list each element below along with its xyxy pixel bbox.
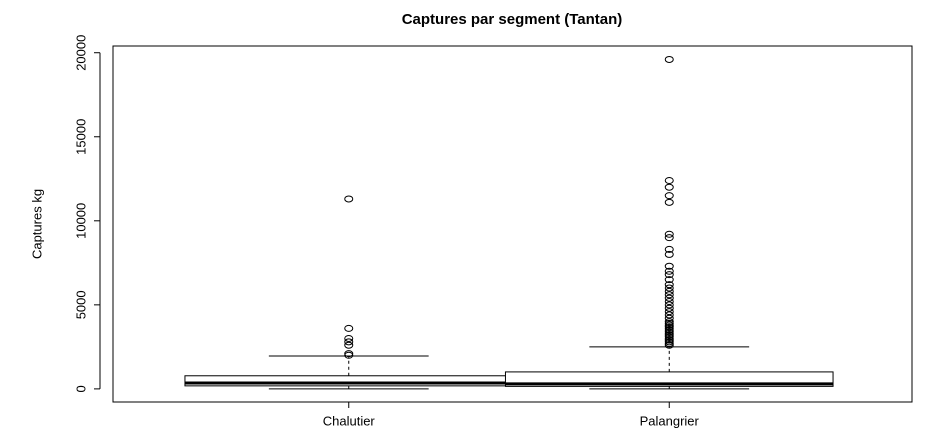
y-axis-label: Captures kg (29, 189, 44, 259)
plot-frame (112, 45, 913, 403)
outlier (664, 287, 674, 295)
outlier (664, 55, 674, 63)
outlier (664, 297, 674, 305)
outlier (664, 234, 674, 242)
outlier (664, 291, 674, 299)
y-tick-label: 15000 (73, 119, 88, 155)
outlier (344, 334, 354, 342)
outlier (664, 308, 674, 316)
outlier (664, 304, 674, 312)
outlier (664, 301, 674, 309)
outlier (664, 250, 674, 258)
outlier (664, 245, 674, 253)
y-tick-label: 20000 (73, 35, 88, 71)
outlier (664, 311, 674, 319)
outlier (664, 230, 674, 238)
outlier (344, 341, 354, 349)
outlier (344, 350, 354, 358)
x-tick-label: Chalutier (323, 413, 376, 428)
chart-title: Captures par segment (Tantan) (402, 11, 623, 28)
outlier (344, 338, 354, 346)
y-tick-label: 0 (73, 385, 88, 392)
outlier (664, 271, 674, 279)
outlier (664, 314, 674, 322)
outlier (664, 276, 674, 284)
outlier (344, 324, 354, 332)
outlier (664, 284, 674, 292)
outlier (344, 195, 354, 203)
outlier (664, 183, 674, 191)
y-tick-label: 5000 (73, 290, 88, 319)
outlier (664, 192, 674, 200)
outlier (664, 267, 674, 275)
outlier (664, 294, 674, 302)
outlier (664, 198, 674, 206)
x-tick-label: Palangrier (640, 413, 700, 428)
outlier (664, 176, 674, 184)
outlier (664, 281, 674, 289)
outlier (664, 262, 674, 270)
outlier (664, 318, 674, 326)
y-tick-label: 10000 (73, 203, 88, 239)
